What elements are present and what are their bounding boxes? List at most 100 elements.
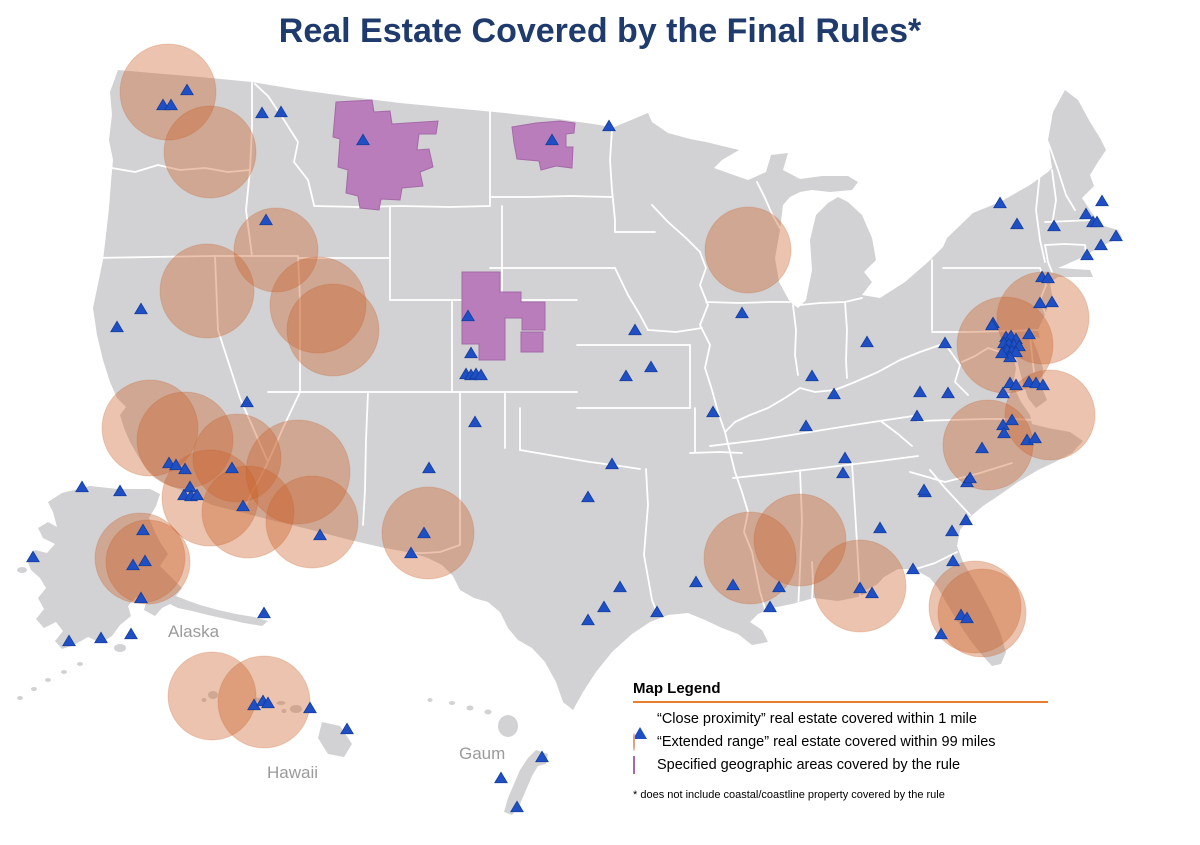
close-proximity-marker — [259, 213, 273, 226]
close-proximity-marker — [1022, 327, 1036, 340]
extended-range-circles-layer — [94, 43, 1096, 749]
close-proximity-marker — [1009, 345, 1023, 358]
legend-footnote: * does not include coastal/coastline pro… — [633, 789, 945, 801]
close-proximity-marker — [303, 701, 317, 714]
page-title: Real Estate Covered by the Final Rules* — [278, 12, 922, 50]
close-proximity-marker — [860, 335, 874, 348]
close-proximity-marker — [1079, 207, 1093, 220]
extended-range-circle — [167, 651, 257, 741]
close-proximity-marker — [1047, 219, 1061, 232]
extended-range-circle — [928, 560, 1022, 654]
legend-underline — [633, 701, 1048, 703]
close-proximity-marker — [62, 634, 76, 647]
legend-item-label: “Extended range” real estate covered wit… — [657, 734, 996, 750]
close-proximity-marker — [1090, 215, 1104, 228]
close-proximity-marker — [356, 133, 370, 146]
close-proximity-marker — [1005, 413, 1019, 426]
close-proximity-marker — [124, 627, 138, 640]
close-proximity-marker — [110, 320, 124, 333]
legend-item-close-proximity: “Close proximity” real estate covered wi… — [633, 711, 1053, 739]
close-proximity-marker — [772, 580, 786, 593]
close-proximity-marker — [535, 750, 549, 763]
close-proximity-marker — [906, 562, 920, 575]
close-proximity-marker — [545, 133, 559, 146]
close-proximity-marker — [164, 98, 178, 111]
extended-range-circle — [233, 207, 319, 293]
close-proximity-marker — [474, 368, 488, 381]
colorado-area — [461, 271, 546, 361]
extended-range-circle — [753, 493, 847, 587]
alaska-label: Alaska — [168, 622, 220, 641]
close-proximity-marker — [464, 346, 478, 359]
close-proximity-marker — [240, 395, 254, 408]
close-proximity-marker — [910, 409, 924, 422]
close-proximity-marker — [340, 722, 354, 735]
legend-item-extended-range: “Extended range” real estate covered wit… — [633, 733, 1053, 751]
close-proximity-marker — [865, 586, 879, 599]
map-legend: Map Legend “Close proximity” real estate… — [633, 680, 1053, 801]
close-proximity-marker — [422, 461, 436, 474]
north-dakota-area — [511, 120, 576, 171]
colorado-area-block — [520, 331, 544, 353]
close-proximity-marker — [963, 471, 977, 484]
landmass — [17, 70, 1122, 815]
close-proximity-marker — [126, 558, 140, 571]
close-proximity-marker — [180, 83, 194, 96]
close-proximity-marker — [1041, 271, 1055, 284]
close-proximity-marker — [255, 106, 269, 119]
close-proximity-marker — [945, 524, 959, 537]
close-proximity-marker — [605, 457, 619, 470]
close-proximity-marker — [941, 386, 955, 399]
close-proximity-marker — [836, 466, 850, 479]
guam-label: Gaum — [459, 744, 505, 763]
extended-range-circle — [942, 399, 1034, 491]
close-proximity-marker — [257, 606, 271, 619]
extended-range-circle — [703, 511, 797, 605]
extended-range-circle — [163, 105, 257, 199]
hawaii-label: Hawaii — [267, 763, 318, 782]
legend-item-specified-area: Specified geographic areas covered by th… — [633, 756, 1053, 774]
contiguous-us-shape — [93, 70, 1122, 710]
close-proximity-marker — [1109, 229, 1123, 242]
extended-range-circle — [136, 391, 234, 489]
extended-range-circle — [269, 256, 367, 354]
close-proximity-marker — [404, 546, 418, 559]
close-proximity-marker — [985, 318, 999, 331]
close-proximity-marker — [946, 554, 960, 567]
close-proximity-marker — [1028, 431, 1042, 444]
close-proximity-marker — [274, 105, 288, 118]
close-proximity-marker — [613, 580, 627, 593]
extended-range-circle — [201, 465, 295, 559]
extended-range-circle — [119, 43, 217, 141]
close-proximity-marker — [938, 336, 952, 349]
alaska-shape — [27, 486, 268, 649]
close-proximity-marker — [993, 196, 1007, 209]
close-proximity-marker — [960, 611, 974, 624]
close-proximity-marker — [1036, 378, 1050, 391]
close-proximity-marker — [689, 575, 703, 588]
close-proximity-marker — [510, 800, 524, 813]
close-proximity-marker — [1009, 378, 1023, 391]
close-proximity-marker — [628, 323, 642, 336]
close-proximity-marker — [1094, 238, 1108, 251]
extended-range-circle — [265, 475, 359, 569]
close-proximity-markers-layer — [26, 83, 1123, 813]
close-proximity-marker — [134, 591, 148, 604]
legend-title: Map Legend — [633, 680, 721, 697]
close-proximity-marker — [995, 346, 1009, 359]
extended-range-circle — [159, 243, 255, 339]
close-proximity-marker — [1010, 217, 1024, 230]
close-proximity-marker — [934, 627, 948, 640]
close-proximity-marker — [75, 480, 89, 493]
extended-range-circle — [192, 413, 282, 503]
close-proximity-marker — [26, 550, 40, 563]
close-proximity-marker — [461, 309, 475, 322]
close-proximity-marker — [805, 369, 819, 382]
close-proximity-marker — [134, 302, 148, 315]
close-proximity-marker — [94, 631, 108, 644]
close-proximity-marker — [1033, 296, 1047, 309]
close-proximity-marker — [190, 488, 204, 501]
close-proximity-marker — [873, 521, 887, 534]
